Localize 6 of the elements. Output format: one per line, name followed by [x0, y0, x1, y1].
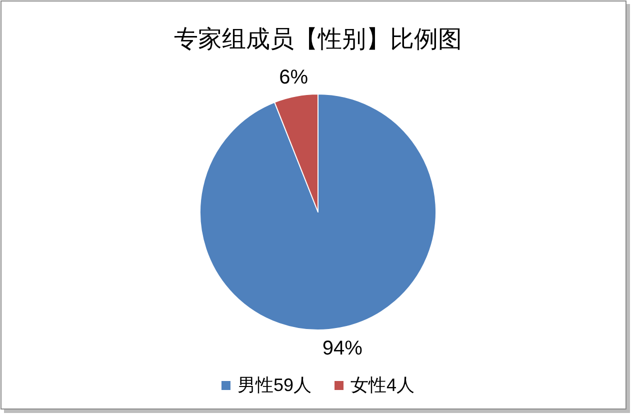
legend-label: 女性4人 — [350, 375, 415, 395]
data-label: 6% — [279, 66, 308, 89]
chart-title: 专家组成员【性别】比例图 — [174, 26, 462, 53]
data-label: 94% — [322, 337, 363, 360]
legend-label: 男性59人 — [237, 375, 312, 395]
pie-slice — [200, 94, 436, 330]
